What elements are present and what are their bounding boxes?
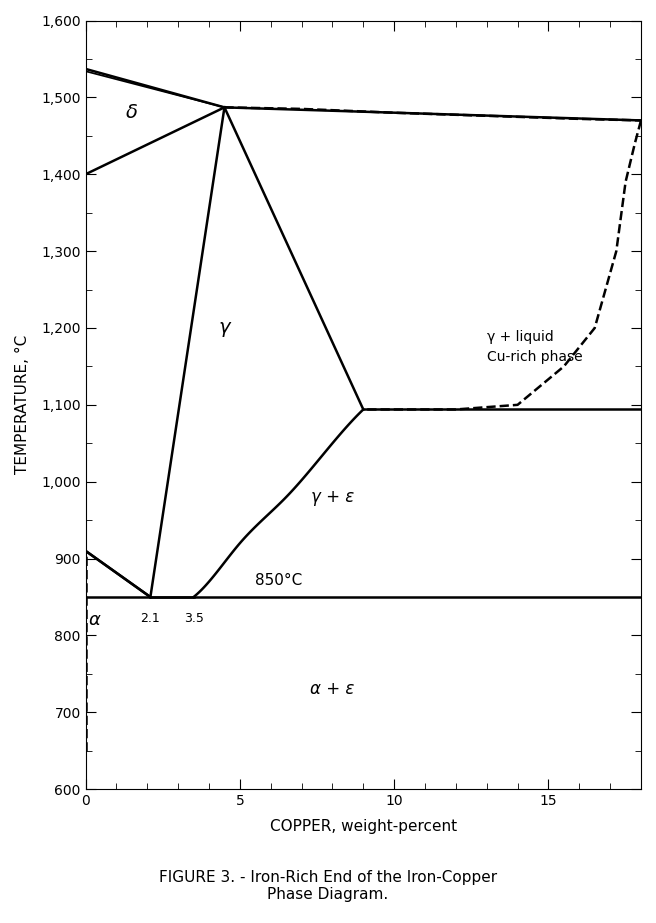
Text: α + ε: α + ε bbox=[310, 680, 355, 699]
Text: γ + liquid
Cu-rich phase: γ + liquid Cu-rich phase bbox=[487, 330, 583, 364]
Text: α: α bbox=[89, 611, 101, 629]
Text: γ: γ bbox=[218, 318, 230, 338]
Text: δ: δ bbox=[126, 103, 138, 122]
Text: γ + ε: γ + ε bbox=[311, 488, 354, 506]
Text: FIGURE 3. - Iron-Rich End of the Iron-Copper
Phase Diagram.: FIGURE 3. - Iron-Rich End of the Iron-Co… bbox=[159, 869, 497, 903]
Text: 2.1: 2.1 bbox=[140, 612, 160, 626]
Y-axis label: TEMPERATURE, °C: TEMPERATURE, °C bbox=[15, 335, 30, 474]
Text: 3.5: 3.5 bbox=[184, 612, 203, 626]
Text: 850°C: 850°C bbox=[255, 573, 302, 588]
X-axis label: COPPER, weight-percent: COPPER, weight-percent bbox=[270, 819, 457, 834]
